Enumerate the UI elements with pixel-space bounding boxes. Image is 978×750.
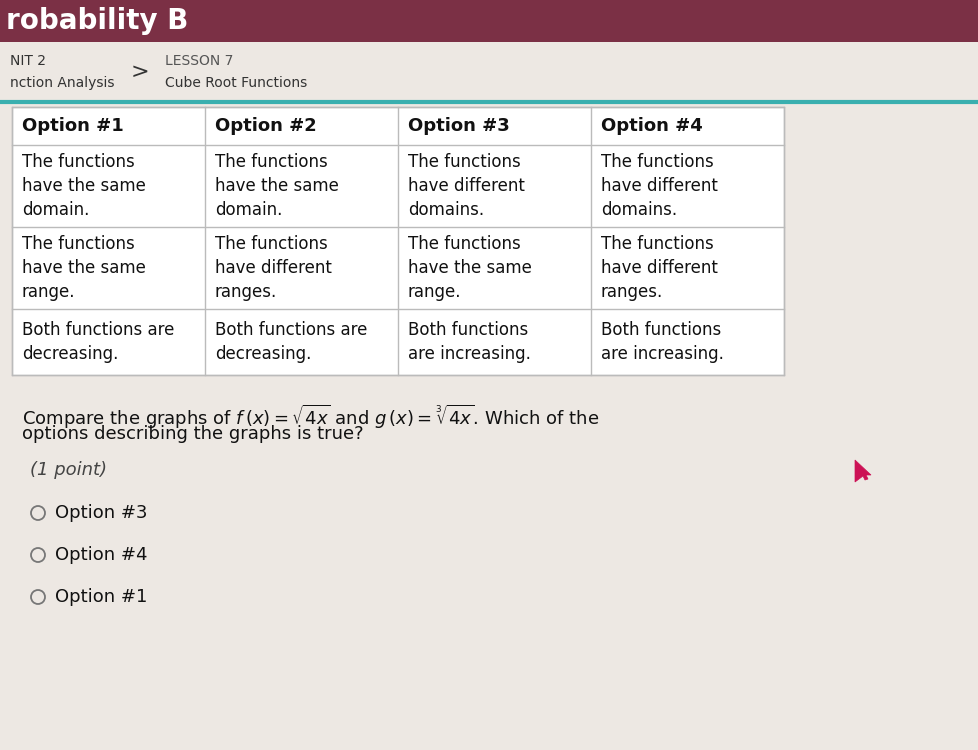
FancyBboxPatch shape <box>12 107 783 375</box>
Text: (1 point): (1 point) <box>30 461 107 479</box>
Text: The functions
have the same
domain.: The functions have the same domain. <box>22 153 146 219</box>
Text: LESSON 7: LESSON 7 <box>165 54 233 68</box>
FancyBboxPatch shape <box>0 0 978 42</box>
Text: Option #4: Option #4 <box>600 117 702 135</box>
Text: Option #1: Option #1 <box>55 588 148 606</box>
Text: robability B: robability B <box>6 7 188 35</box>
Polygon shape <box>854 460 870 482</box>
Text: >: > <box>130 62 150 82</box>
Text: Both functions are
decreasing.: Both functions are decreasing. <box>215 321 367 363</box>
Text: Option #3: Option #3 <box>408 117 510 135</box>
Text: nction Analysis: nction Analysis <box>10 76 114 90</box>
Text: The functions
have the same
range.: The functions have the same range. <box>22 235 146 302</box>
Text: The functions
have different
domains.: The functions have different domains. <box>408 153 524 219</box>
Text: The functions
have different
domains.: The functions have different domains. <box>600 153 717 219</box>
Text: Both functions
are increasing.: Both functions are increasing. <box>600 321 723 363</box>
Text: The functions
have different
ranges.: The functions have different ranges. <box>600 235 717 302</box>
Text: Cube Root Functions: Cube Root Functions <box>165 76 307 90</box>
Text: NIT 2: NIT 2 <box>10 54 46 68</box>
Text: Compare the graphs of $f\,(x) = \sqrt{4x}$ and $g\,(x) = \sqrt[3]{4x}$. Which of: Compare the graphs of $f\,(x) = \sqrt{4x… <box>22 403 599 431</box>
Text: Option #2: Option #2 <box>215 117 317 135</box>
Text: Option #1: Option #1 <box>22 117 123 135</box>
Text: Option #4: Option #4 <box>55 546 148 564</box>
Text: The functions
have the same
domain.: The functions have the same domain. <box>215 153 338 219</box>
Text: The functions
have different
ranges.: The functions have different ranges. <box>215 235 332 302</box>
FancyBboxPatch shape <box>0 42 978 102</box>
Text: options describing the graphs is true?: options describing the graphs is true? <box>22 425 363 443</box>
Text: Option #3: Option #3 <box>55 504 148 522</box>
Text: The functions
have the same
range.: The functions have the same range. <box>408 235 531 302</box>
Text: Both functions
are increasing.: Both functions are increasing. <box>408 321 530 363</box>
Text: Both functions are
decreasing.: Both functions are decreasing. <box>22 321 174 363</box>
